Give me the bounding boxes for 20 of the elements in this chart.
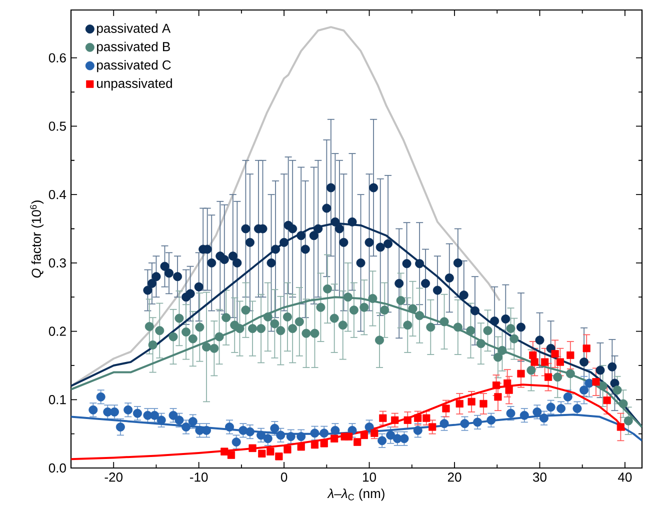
y-tick-label: 0.6 [48,53,66,62]
y-tick-label: 0.1 [48,395,66,404]
y-tick-label: 0.0 [48,463,66,473]
y-axis-title: Q factor (10$^{6}$) [30,200,44,278]
x-tick-label: -10 [190,472,208,482]
x-tick-label: 0 [280,472,288,482]
y-tick-label: 0.3 [48,258,66,268]
y-tick-label: 0.2 [48,326,66,336]
x-tick-label: 20 [448,472,462,482]
x-tick-label: 30 [533,472,546,482]
x-tick-label: 10 [363,472,376,482]
legend-label: passivated B [97,42,170,54]
legend-label: unpassivated [97,78,172,91]
x-axis-title: λ–λ$_{C}$ (nm) [327,488,384,501]
legend-label: passivated A [97,23,171,36]
y-tick-label: 0.5 [48,122,66,131]
x-tick-label: -20 [104,472,122,482]
y-tick-label: 0.4 [48,190,66,200]
legend-label: passivated C [97,60,171,72]
x-tick-label: 40 [618,472,632,482]
